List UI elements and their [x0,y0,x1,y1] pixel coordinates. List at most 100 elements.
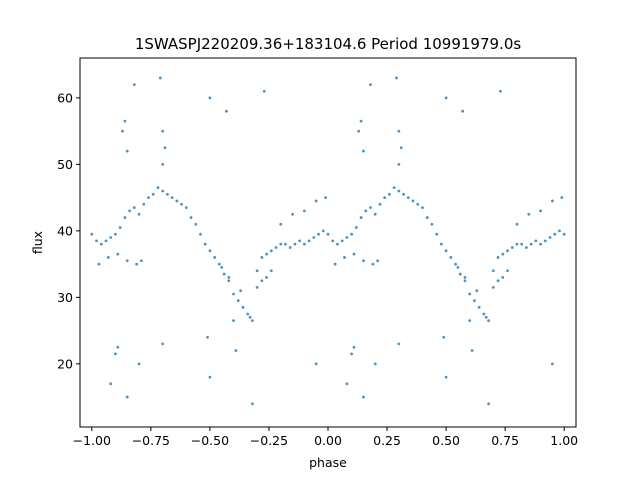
data-point [463,276,467,279]
data-point [543,239,547,243]
data-point [501,252,505,256]
data-point [123,216,127,219]
data-point [510,246,514,249]
data-point [562,232,566,236]
data-point [260,279,264,283]
data-point [487,402,491,406]
data-point [359,119,363,123]
data-point [345,382,349,386]
data-point [137,212,141,216]
data-point [246,312,250,316]
data-point [140,259,143,263]
data-point [161,189,165,193]
data-point [265,252,268,256]
data-point [125,259,129,263]
data-point [312,236,316,239]
data-point [234,349,238,352]
data-point [399,146,403,150]
data-point [362,395,365,399]
axes-frame [79,57,577,428]
data-point [456,266,460,269]
data-point [161,162,165,166]
data-point [484,315,488,319]
data-point [449,256,453,259]
data-point [473,299,476,303]
data-point [333,262,337,266]
data-point [539,242,542,246]
x-tick-label: 0.50 [432,433,460,448]
data-point [199,232,202,236]
data-point [206,335,209,339]
data-point [118,226,122,229]
data-point [558,229,561,233]
data-point [435,232,439,236]
data-point [461,109,465,113]
data-point [416,202,420,206]
data-point [359,216,363,219]
data-point [135,262,139,266]
data-point [262,89,266,93]
data-point [470,349,474,352]
data-point [251,402,254,406]
data-point [90,232,94,236]
x-axis-ticks: −1.00 −0.75 −0.50 −0.25 0.00 0.25 0.50 0.75 1.00 [73,427,578,448]
data-point [371,262,375,266]
data-point [515,242,519,246]
data-point [487,319,491,323]
data-point [279,222,283,226]
data-point [232,319,235,323]
x-tick-label: −0.75 [132,433,170,448]
data-point [376,259,379,263]
data-point [227,276,231,279]
data-point [217,262,221,266]
data-point [491,285,495,289]
data-point [232,292,235,296]
data-point [298,239,302,243]
x-tick-label: 0.00 [314,433,342,448]
data-point [236,299,240,303]
data-point [213,256,217,259]
data-point [165,192,169,196]
x-tick-label: −0.50 [191,433,229,448]
data-point [208,375,212,379]
data-point [225,109,228,113]
chart-title: 1SWASPJ220209.36+183104.6 Period 1099197… [135,35,522,53]
data-point [373,212,377,216]
data-point [151,192,155,196]
data-point [378,202,382,206]
data-point [279,242,283,246]
data-point [501,276,505,279]
data-point [362,149,365,153]
data-point [496,256,500,259]
x-tick-label: −1.00 [73,433,111,448]
data-point [326,232,330,236]
data-point [527,212,531,216]
data-point [314,199,318,203]
data-point [265,276,268,279]
data-point [321,229,325,233]
x-tick-label: 0.75 [491,433,519,448]
data-point [184,206,188,209]
data-point [388,192,391,196]
data-point [539,209,542,213]
data-point [208,249,212,253]
data-point [220,266,224,269]
data-point [142,202,146,206]
data-point [468,319,472,323]
data-point [161,342,165,346]
data-point [336,242,339,246]
data-point [392,186,396,190]
data-point [395,76,398,80]
data-point [97,262,101,266]
data-point [548,236,552,239]
data-point [340,239,344,243]
data-point [95,239,98,243]
data-point [350,232,354,236]
data-point [128,209,132,213]
y-tick-label: 30 [57,290,73,305]
data-point [203,242,207,246]
data-point [369,206,372,209]
data-point [397,129,401,133]
data-point [251,319,254,323]
data-point [156,186,160,190]
